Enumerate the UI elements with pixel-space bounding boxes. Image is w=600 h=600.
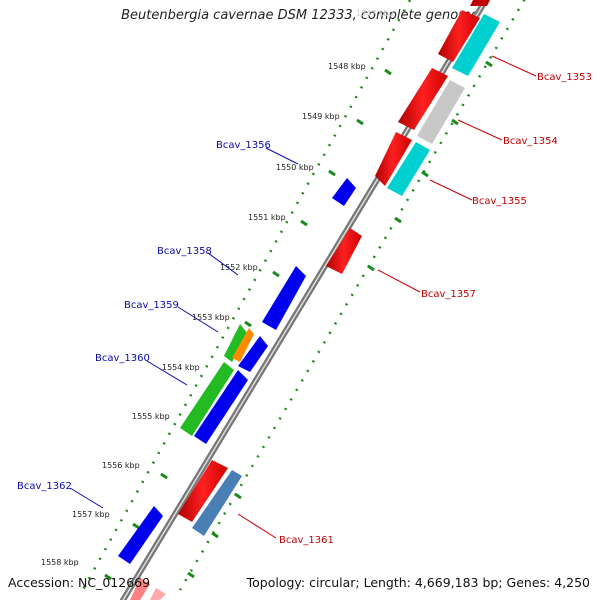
tick-label-1553: 1553 kbp — [192, 313, 230, 322]
tick-label-1548: 1548 kbp — [328, 62, 366, 71]
gene-bar-pink-bottom — [130, 578, 150, 600]
gene-label-1361: Bcav_1361 — [279, 535, 334, 546]
outer-tick-ring — [78, 0, 412, 596]
gene-bar-red-1357 — [326, 228, 362, 274]
tick-labels: 1547 kbp 1548 kbp 1549 kbp 1550 kbp 1551… — [41, 9, 394, 567]
gene-label-1362: Bcav_1362 — [17, 481, 72, 492]
gene-bar-blue-1362 — [118, 506, 163, 564]
gene-label-1357: Bcav_1357 — [421, 289, 476, 300]
gene-bar-pink-bottom2 — [150, 588, 166, 600]
gene-label-1359: Bcav_1359 — [124, 300, 179, 311]
gene-bar-cyan-1355 — [387, 142, 430, 196]
genome-summary-text: Topology: circular; Length: 4,669,183 bp… — [246, 575, 590, 590]
gene-bar-red-lower — [178, 460, 228, 522]
tick-label-1552: 1552 kbp — [220, 263, 258, 272]
inner-tick-ring — [178, 0, 526, 591]
gene-bar-blue-1358 — [262, 266, 306, 330]
gene-bar-gray-1354 — [417, 80, 465, 144]
inner-tick-marks — [187, 60, 493, 579]
gene-bar-green-1360 — [180, 362, 234, 436]
tick-label-1556: 1556 kbp — [102, 461, 140, 470]
tick-label-1547: 1547 kbp — [356, 9, 394, 18]
gene-bar-red-1353a — [438, 10, 480, 62]
gene-bar-green-1359 — [224, 324, 248, 362]
gene-bar-blue-1360a — [238, 336, 268, 372]
tick-label-1557: 1557 kbp — [72, 510, 110, 519]
tick-label-1554: 1554 kbp — [162, 363, 200, 372]
gene-bar-red-1354 — [398, 68, 448, 130]
tick-label-1549: 1549 kbp — [302, 112, 340, 121]
gene-labels: Bcav_1353 Bcav_1354 Bcav_1355 Bcav_1356 … — [17, 55, 592, 546]
gene-label-1356: Bcav_1356 — [216, 140, 271, 151]
gene-bar-steel-1361 — [192, 470, 242, 536]
tick-label-1551: 1551 kbp — [248, 213, 286, 222]
gene-bar-red-1355 — [375, 132, 412, 186]
tick-label-1550: 1550 kbp — [276, 163, 314, 172]
accession-text: Accession: NC_012669 — [8, 575, 151, 590]
gene-label-1353: Bcav_1353 — [537, 72, 592, 83]
gene-bar-pink-top — [470, 0, 490, 6]
gene-label-1358: Bcav_1358 — [157, 246, 212, 257]
gene-label-1354: Bcav_1354 — [503, 136, 558, 147]
minus-strand-genes — [118, 178, 356, 564]
gene-label-1360: Bcav_1360 — [95, 353, 150, 364]
gene-bar-blue-1360 — [194, 370, 248, 444]
gene-bar-blue-1356 — [332, 178, 356, 206]
tick-label-1555: 1555 kbp — [132, 412, 170, 421]
gene-bar-cyan-1353 — [452, 14, 500, 76]
gene-bar-orange-1359 — [232, 328, 254, 362]
genome-title: Beutenbergia cavernae DSM 12333, complet… — [121, 8, 479, 23]
plus-strand-genes — [130, 0, 500, 600]
gene-label-1355: Bcav_1355 — [472, 196, 527, 207]
tick-label-1558: 1558 kbp — [41, 558, 79, 567]
